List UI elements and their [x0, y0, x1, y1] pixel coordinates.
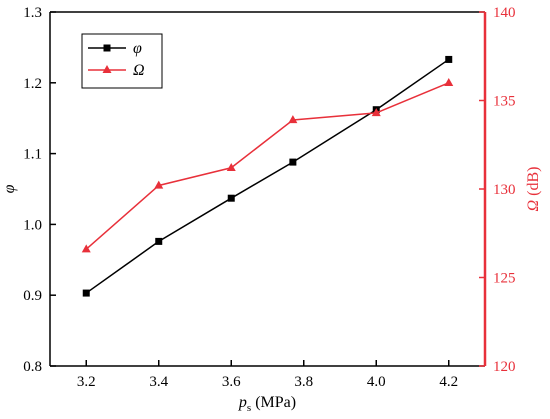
x-tick-label: 4.2 — [439, 374, 458, 390]
series-1-point — [444, 78, 454, 86]
series-0-point — [445, 55, 453, 63]
y-right-tick-label: 140 — [493, 5, 516, 21]
series-1-point — [371, 108, 381, 117]
legend-box — [81, 33, 163, 89]
y-left-tick-label: 1.1 — [23, 147, 42, 163]
y-right-tick-label: 125 — [493, 271, 516, 287]
y-right-axis-title-symbol: Ω — [525, 200, 542, 212]
legend-marker — [103, 44, 111, 52]
y-right-tick-label: 135 — [493, 94, 516, 110]
legend-label: φ — [133, 40, 142, 57]
y-left-tick-label: 0.9 — [23, 288, 42, 304]
series-1-line — [85, 82, 450, 250]
y-axis-left: 0.8 0.9 1.0 1.1 1.2 1.3 — [23, 5, 56, 375]
x-axis-title-unit: (MPa) — [251, 394, 296, 411]
y-left-axis-title: φ — [1, 184, 18, 193]
x-axis-title-symbol: p — [238, 394, 247, 411]
series-0-line — [85, 58, 450, 294]
x-axis: 3.2 3.4 3.6 3.8 4.0 4.2 — [77, 360, 458, 390]
x-tick-label: 4.0 — [367, 374, 386, 390]
series-1-point — [154, 180, 164, 189]
series-1-point — [288, 115, 298, 124]
series-0-point — [155, 237, 163, 245]
series-0-point — [227, 194, 235, 202]
y-left-tick-label: 0.8 — [23, 359, 42, 375]
x-tick-label: 3.8 — [294, 374, 313, 390]
series-0-point — [289, 158, 297, 166]
x-tick-label: 3.6 — [222, 374, 241, 390]
y-right-tick-label: 130 — [493, 182, 516, 198]
y-right-tick-label: 120 — [493, 359, 516, 375]
x-tick-label: 3.2 — [77, 374, 96, 390]
series-0-point — [82, 289, 90, 297]
x-axis-title-subscript: s — [247, 402, 251, 414]
series-1-point — [226, 162, 236, 171]
y-left-tick-label: 1.2 — [23, 76, 42, 92]
y-axis-right: 120 125 130 135 140 — [479, 5, 516, 375]
y-left-tick-label: 1.0 — [23, 217, 42, 233]
y-left-tick-label: 1.3 — [23, 5, 42, 21]
series-layer — [81, 55, 454, 297]
legend: φΩ — [81, 33, 163, 89]
x-axis-title: ps (MPa) — [238, 394, 296, 414]
axis-titles: ps (MPa) φ Ω (dB) — [1, 167, 542, 414]
series-1-point — [81, 244, 91, 253]
y-right-axis-title: Ω (dB) — [525, 167, 542, 212]
legend-label: Ω — [133, 62, 145, 79]
legend-marker — [102, 65, 112, 73]
x-tick-label: 3.4 — [149, 374, 168, 390]
y-right-axis-title-unit: (dB) — [525, 167, 542, 200]
